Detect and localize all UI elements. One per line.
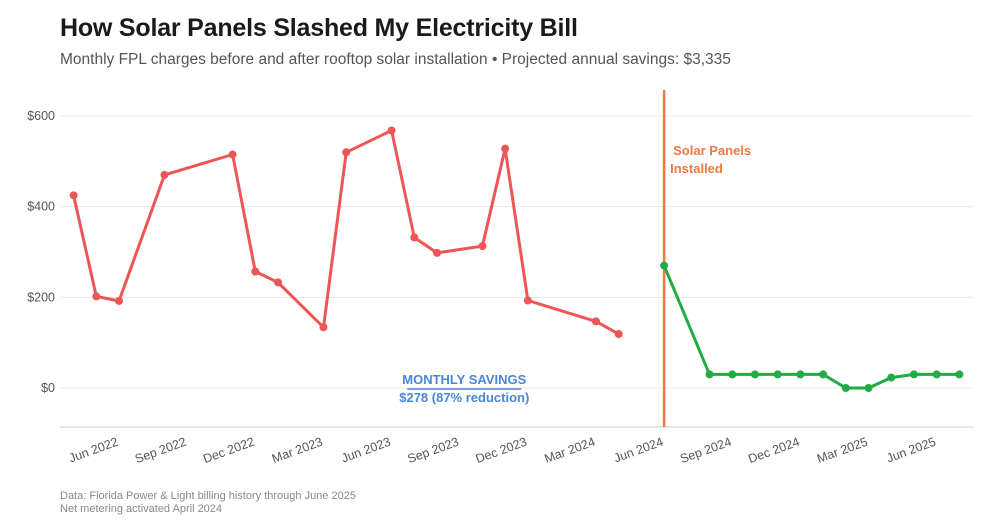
data-point — [410, 233, 419, 242]
x-tick-label: Dec 2022 — [201, 435, 256, 466]
data-point — [728, 370, 737, 379]
data-point — [955, 370, 964, 379]
y-tick-label: $600 — [27, 109, 55, 123]
installation-label-line2: Installed — [670, 161, 723, 176]
x-tick-label: Sep 2023 — [406, 435, 461, 466]
footer-note: Data: Florida Power & Light billing hist… — [60, 490, 356, 516]
x-tick-label: Jun 2022 — [67, 435, 120, 466]
x-tick-label: Jun 2025 — [885, 435, 938, 466]
data-point — [342, 148, 351, 157]
series-line — [662, 264, 961, 390]
grid-lines — [60, 115, 973, 389]
x-tick-label: Sep 2024 — [678, 435, 733, 466]
data-point — [274, 278, 283, 287]
installation-label-line1: Solar Panels — [673, 143, 751, 158]
data-point — [501, 144, 510, 153]
chart-subtitle: Monthly FPL charges before and after roo… — [60, 51, 731, 68]
data-point — [750, 370, 759, 379]
series-line — [72, 129, 621, 336]
x-tick-label: Mar 2023 — [270, 435, 324, 466]
savings-annotation: MONTHLY SAVINGS $278 (87% reduction) — [399, 372, 529, 405]
data-point — [773, 370, 782, 379]
savings-label: MONTHLY SAVINGS — [402, 372, 526, 387]
data-point — [478, 242, 487, 251]
x-axis-ticks: Jun 2022 Sep 2022 Dec 2022 Mar 2023 Jun 2023… — [67, 435, 938, 466]
y-tick-label: $0 — [41, 381, 55, 395]
x-tick-label: Jun 2023 — [339, 435, 392, 466]
data-point — [796, 370, 805, 379]
data-point — [932, 370, 941, 379]
data-point — [228, 150, 237, 159]
data-point — [69, 191, 78, 200]
data-point — [92, 292, 101, 301]
footer-note-metering: Net metering activated April 2024 — [60, 503, 223, 515]
y-tick-label: $200 — [27, 290, 55, 304]
installation-marker: Solar Panels Installed — [662, 90, 751, 427]
x-tick-label: Dec 2023 — [474, 435, 529, 466]
savings-value: $278 (87% reduction) — [399, 390, 529, 405]
data-point — [819, 370, 828, 379]
series-group — [69, 126, 964, 392]
data-point — [614, 330, 623, 339]
data-point — [887, 373, 896, 382]
data-point — [841, 384, 850, 392]
x-tick-label: Jun 2024 — [612, 435, 665, 466]
data-point — [251, 267, 260, 276]
data-point — [864, 384, 873, 392]
footer-source: Data: Florida Power & Light billing hist… — [60, 490, 356, 502]
y-tick-label: $400 — [27, 200, 55, 214]
data-point — [909, 370, 918, 379]
data-point — [115, 296, 124, 305]
data-point — [160, 170, 169, 179]
data-point — [705, 370, 714, 379]
data-point — [523, 296, 532, 305]
data-point — [433, 248, 442, 257]
data-point — [591, 317, 600, 326]
data-point — [387, 126, 396, 135]
data-point — [319, 323, 328, 332]
x-tick-label: Mar 2025 — [815, 435, 869, 466]
chart-title: How Solar Panels Slashed My Electricity … — [60, 14, 578, 42]
x-tick-label: Sep 2022 — [133, 435, 188, 466]
y-axis-ticks: $0 $200 $400 $600 — [27, 109, 55, 395]
x-tick-label: Dec 2024 — [746, 435, 801, 466]
data-point — [660, 261, 669, 270]
x-tick-label: Mar 2024 — [543, 435, 597, 466]
